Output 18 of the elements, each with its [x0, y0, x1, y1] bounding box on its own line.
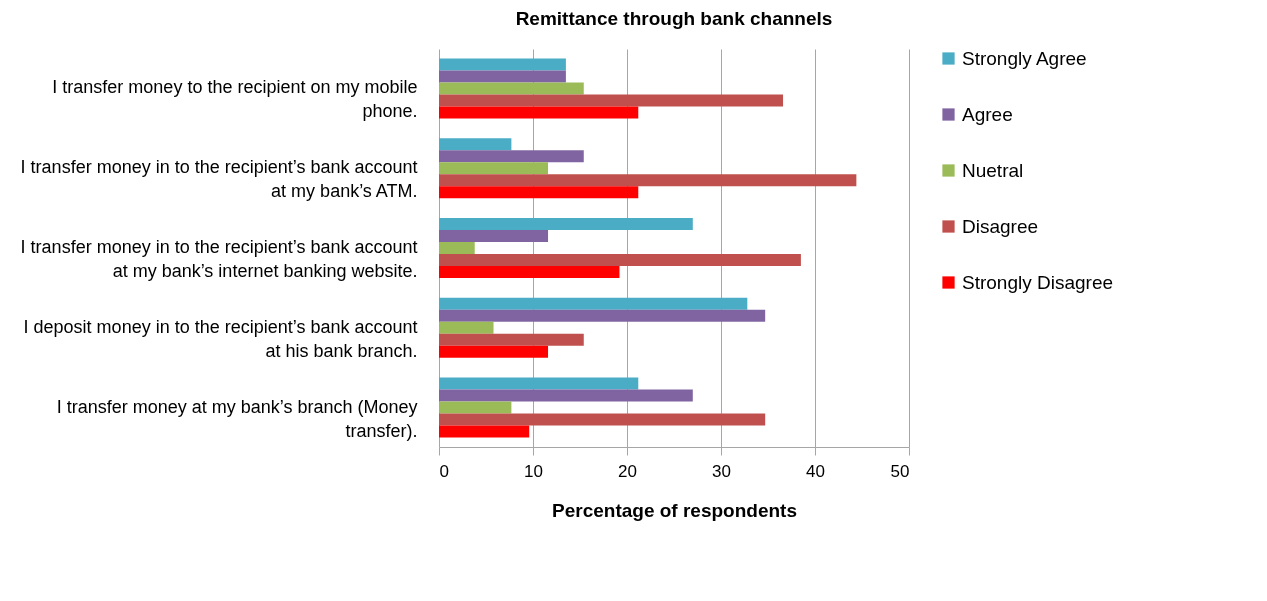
x-tick-label: 50 — [890, 461, 910, 481]
legend-label: Disagree — [962, 215, 1039, 237]
y-tick-label: I transfer money to the recipient on my mobile phone. — [52, 77, 418, 122]
y-tick-label: I deposit money in to the recipient’s bank account at his bank branch. — [23, 316, 418, 361]
legend-label: Nuetral — [962, 159, 1024, 181]
x-tick-label: 10 — [524, 461, 543, 481]
x-axis-title: Percentage of respondents — [552, 499, 797, 521]
x-tick-label: 0 — [439, 461, 449, 481]
legend-label: Strongly Agree — [962, 47, 1087, 69]
x-tick-label: 30 — [712, 461, 731, 481]
legend-label: Agree — [962, 103, 1013, 125]
y-tick-label: I transfer money in to the recipient’s bank account at my bank’s internet banking website. — [20, 237, 418, 281]
x-tick-label: 40 — [806, 461, 825, 481]
x-tick-label: 20 — [618, 461, 637, 481]
y-tick-label: I transfer money at my bank’s branch (Money transfer). — [56, 396, 418, 441]
chart-title: Remittance through bank channels — [515, 8, 833, 29]
legend-label: Strongly Disagree — [962, 271, 1114, 293]
y-tick-label: I transfer money in to the recipient’s bank account at my bank’s ATM. — [20, 157, 418, 202]
